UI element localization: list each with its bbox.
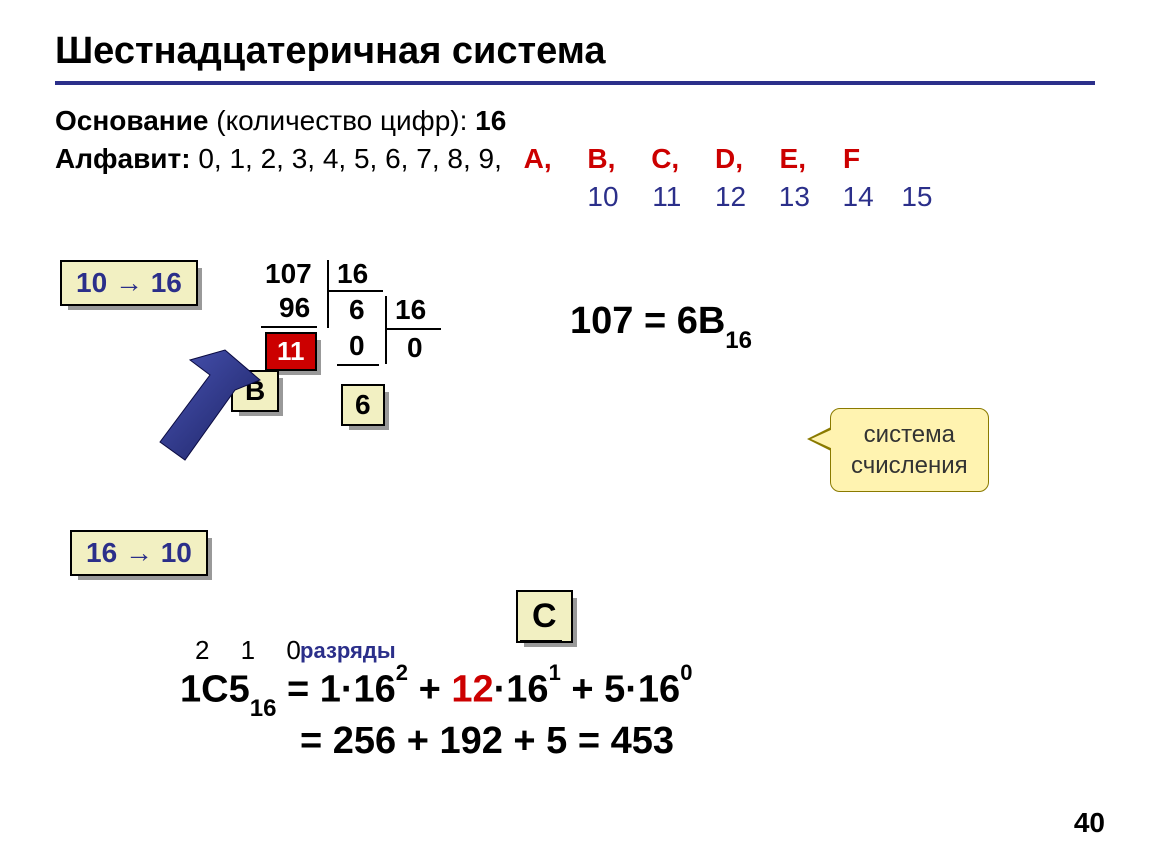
alphabet-decimals: 10 11 12 13 14 15 (575, 181, 1095, 213)
slide-title: Шестнадцатеричная система (55, 30, 1095, 73)
result-lhs: 107 = 6B (570, 300, 725, 342)
hex-letter: F (829, 143, 875, 175)
eq-part: 1C5 (180, 669, 250, 711)
title-underline (55, 81, 1095, 85)
callout-line2: счисления (851, 452, 968, 479)
div-sub2: 0 (349, 330, 365, 362)
eq-part: + (408, 669, 451, 711)
div-dividend: 107 (265, 258, 312, 290)
result-equation: 107 = 6B16 (570, 300, 752, 349)
final-digit-box: 6 (341, 384, 385, 426)
eq-sub: 16 (250, 695, 277, 722)
eq-part: ·16 (494, 669, 549, 711)
hex-dec: 15 (894, 181, 940, 213)
base-paren: (количество цифр): (216, 105, 467, 136)
ranks-label: разряды (300, 638, 396, 664)
alphabet-line: Алфавит: 0, 1, 2, 3, 4, 5, 6, 7, 8, 9, A… (55, 143, 1095, 175)
hex-dec: 12 (703, 181, 759, 213)
hex-letter: C, (637, 143, 693, 175)
base-line: Основание (количество цифр): 16 (55, 105, 1095, 137)
badge-from: 10 (76, 267, 107, 298)
c-letter: C (532, 597, 557, 635)
result-sub: 16 (725, 327, 752, 354)
page-number: 40 (1074, 807, 1105, 839)
div-divisor2: 16 (395, 294, 426, 326)
arrow-icon (80, 330, 280, 510)
letter-box-c: C (516, 590, 573, 643)
eq-sup: 1 (549, 660, 561, 685)
long-division: 107 96 11 B 16 6 0 16 0 (255, 258, 515, 478)
expansion-equation: 1C516 = 1·162 + 12·161 + 5·160 (180, 668, 692, 717)
badge-to: 10 (161, 537, 192, 568)
eq-part: + 5·16 (561, 669, 680, 711)
ranks-digits: 2 1 0 (195, 635, 313, 666)
hex-letter: E, (765, 143, 821, 175)
div-quotient2: 0 (407, 332, 423, 364)
expansion-result: = 256 + 192 + 5 = 453 (300, 720, 674, 763)
final-digit: 6 (355, 389, 371, 420)
alphabet-label: Алфавит: (55, 143, 191, 174)
badge-from: 16 (86, 537, 117, 568)
div-sub1: 96 (279, 292, 310, 324)
hex-dec: 11 (639, 181, 695, 213)
hex-letter: D, (701, 143, 757, 175)
base-value: 16 (475, 105, 506, 136)
alphabet-letters: A, B, C, D, E, F (510, 143, 875, 175)
hex-letter: A, (510, 143, 566, 175)
hex-letter: B, (573, 143, 629, 175)
badge-to: 16 (151, 267, 182, 298)
alphabet-digits: 0, 1, 2, 3, 4, 5, 6, 7, 8, 9, (198, 143, 502, 174)
eq-sup: 2 (396, 660, 408, 685)
arrow-icon: → (115, 267, 143, 298)
div-quotient1: 6 (349, 294, 365, 326)
div-divisor1: 16 (337, 258, 368, 290)
badge-16-to-10: 16 → 10 (70, 530, 208, 576)
c-underline (520, 640, 562, 642)
eq-sup: 0 (680, 660, 692, 685)
callout-box: система счисления (830, 408, 989, 492)
callout-line1: система (864, 421, 955, 448)
hex-dec: 10 (575, 181, 631, 213)
hex-dec: 13 (766, 181, 822, 213)
hex-dec: 14 (830, 181, 886, 213)
eq-red-12: 12 (451, 669, 493, 711)
rem1-value: 11 (277, 336, 305, 366)
badge-10-to-16: 10 → 16 (60, 260, 198, 306)
base-label: Основание (55, 105, 208, 136)
eq-part: = 1·16 (276, 669, 395, 711)
arrow-icon: → (125, 537, 153, 568)
